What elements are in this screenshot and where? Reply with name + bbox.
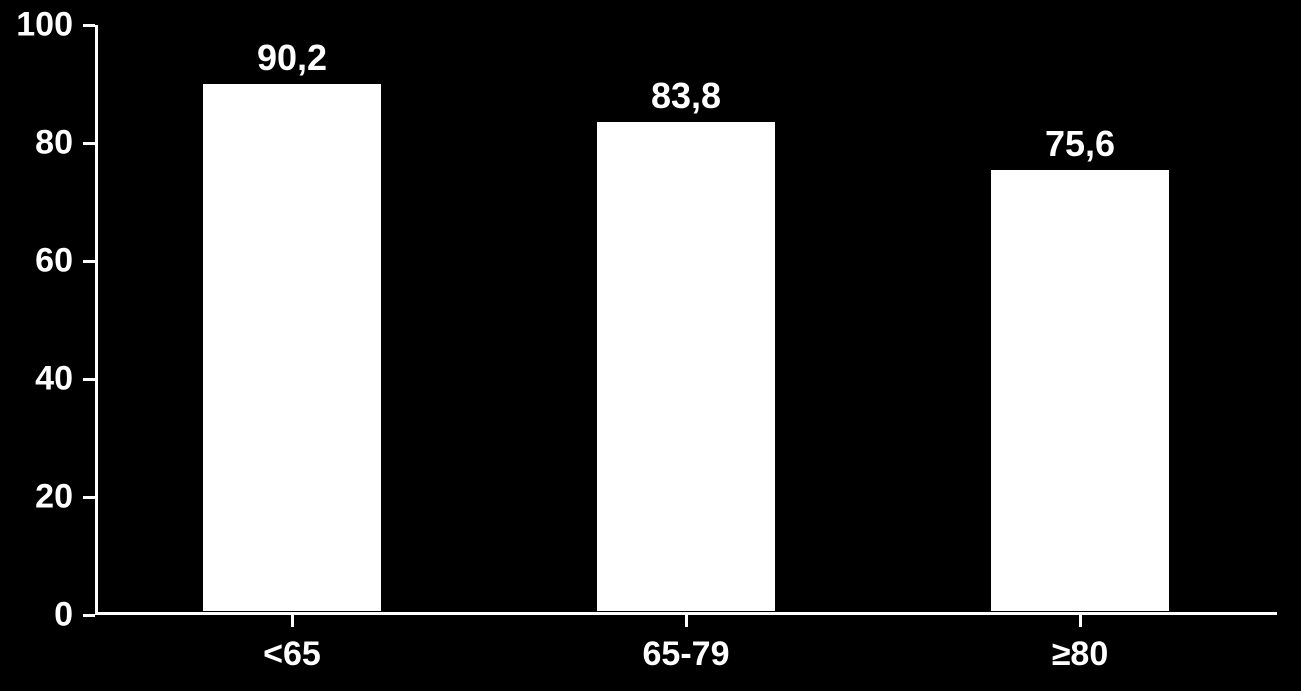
ytick-label-3: 60 — [35, 242, 73, 281]
ytick-mark-0 — [83, 614, 95, 617]
y-axis-line — [95, 25, 98, 615]
ytick-mark-5 — [83, 24, 95, 27]
bar-65-79 — [596, 121, 776, 612]
ytick-label-0: 0 — [54, 596, 73, 635]
data-label-65-79: 83,8 — [651, 75, 721, 117]
ytick-label-4: 80 — [35, 124, 73, 163]
bar-ge80 — [990, 169, 1170, 612]
category-label-ge80: ≥80 — [1052, 635, 1108, 674]
bar-lt65 — [202, 83, 382, 612]
category-label-lt65: <65 — [263, 635, 321, 674]
bar-chart: 0 20 40 60 80 100 90,2 83,8 75,6 <65 65-… — [0, 0, 1301, 691]
xtick-mark-0 — [291, 615, 294, 627]
ytick-label-5: 100 — [16, 6, 73, 45]
ytick-mark-2 — [83, 378, 95, 381]
category-label-65-79: 65-79 — [643, 635, 730, 674]
ytick-mark-4 — [83, 142, 95, 145]
ytick-mark-3 — [83, 260, 95, 263]
plot-area: 0 20 40 60 80 100 90,2 83,8 75,6 <65 65-… — [95, 25, 1277, 615]
xtick-mark-2 — [1079, 615, 1082, 627]
ytick-label-1: 20 — [35, 478, 73, 517]
data-label-lt65: 90,2 — [257, 37, 327, 79]
ytick-label-2: 40 — [35, 360, 73, 399]
data-label-ge80: 75,6 — [1045, 123, 1115, 165]
xtick-mark-1 — [685, 615, 688, 627]
ytick-mark-1 — [83, 496, 95, 499]
